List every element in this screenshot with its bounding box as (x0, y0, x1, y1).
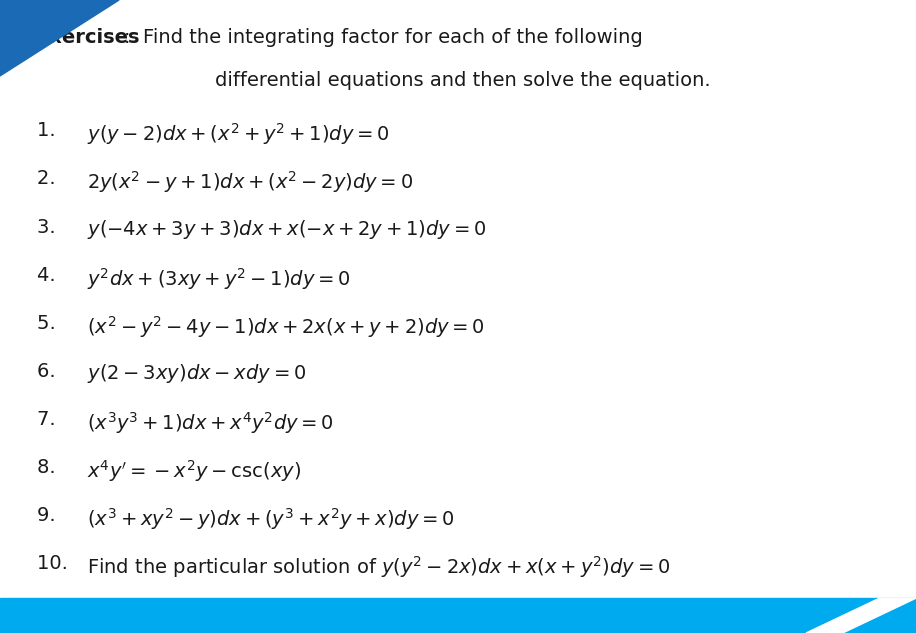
Text: 2.: 2. (37, 170, 68, 189)
Text: Find the particular solution of $y(y^{2} - 2x)dx + x(x + y^{2})dy = 0$: Find the particular solution of $y(y^{2}… (87, 555, 671, 580)
Text: 1.: 1. (37, 122, 68, 141)
Text: $2y(x^{2} - y + 1)dx + (x^{2} - 2y)dy = 0$: $2y(x^{2} - y + 1)dx + (x^{2} - 2y)dy = … (87, 170, 413, 196)
Text: 5.: 5. (37, 314, 61, 333)
Text: 8.: 8. (37, 458, 61, 477)
Text: Exercises: Exercises (37, 28, 140, 47)
Text: 3.: 3. (37, 218, 68, 237)
Text: 4.: 4. (37, 266, 68, 285)
Text: $y(2 - 3xy)dx - xdy = 0$: $y(2 - 3xy)dx - xdy = 0$ (87, 362, 306, 385)
Text: $(x^{3} + xy^{2} - y)dx + (y^{3} + x^{2}y + x)dy = 0$: $(x^{3} + xy^{2} - y)dx + (y^{3} + x^{2}… (87, 506, 454, 532)
Text: $y^{2}dx + (3xy + y^{2} - 1)dy = 0$: $y^{2}dx + (3xy + y^{2} - 1)dy = 0$ (87, 266, 351, 292)
Text: differential equations and then solve the equation.: differential equations and then solve th… (215, 71, 711, 90)
Text: 10.: 10. (37, 555, 74, 573)
Text: $(x^{2} - y^{2} - 4y - 1)dx + 2x(x + y + 2)dy = 0$: $(x^{2} - y^{2} - 4y - 1)dx + 2x(x + y +… (87, 314, 485, 340)
Text: 9.: 9. (37, 506, 68, 525)
Text: that satisfies the condition: $y = 1$ when $x = 2$.: that satisfies the condition: $y = 1$ wh… (82, 603, 547, 625)
Text: $x^{4}y' = -x^{2}y - \csc(xy)$: $x^{4}y' = -x^{2}y - \csc(xy)$ (87, 458, 301, 484)
Text: 6.: 6. (37, 362, 68, 381)
Text: :  Find the integrating factor for each of the following: : Find the integrating factor for each o… (124, 28, 642, 47)
Text: $y(y - 2)dx + (x^{2} + y^{2} + 1)dy = 0$: $y(y - 2)dx + (x^{2} + y^{2} + 1)dy = 0$ (87, 122, 389, 147)
Text: $y(-4x + 3y + 3)dx + x(-x + 2y + 1)dy = 0$: $y(-4x + 3y + 3)dx + x(-x + 2y + 1)dy = … (87, 218, 486, 241)
Text: $(x^{3}y^{3} + 1)dx + x^{4}y^{2}dy = 0$: $(x^{3}y^{3} + 1)dx + x^{4}y^{2}dy = 0$ (87, 410, 334, 436)
Text: 7.: 7. (37, 410, 68, 429)
